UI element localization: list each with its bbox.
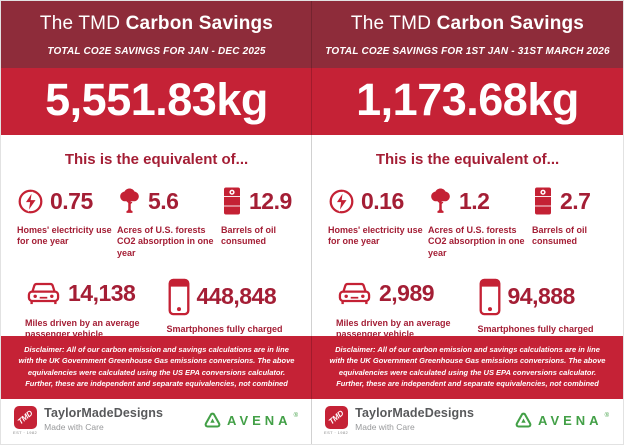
stat-value: 12.9 xyxy=(249,187,292,214)
tmd-logo-icon: TMD xyxy=(13,406,37,430)
stat-label: Barrels of oil consumed xyxy=(532,225,588,247)
tmd-logo-text: TMD xyxy=(326,408,346,427)
tmd-logo-wrap: TMD EST · 1982 xyxy=(13,406,37,435)
car-icon xyxy=(336,280,373,307)
brand-name: TaylorMadeDesigns xyxy=(44,406,164,421)
stat-label: Smartphones fully charged xyxy=(477,323,594,334)
avena-trademark: ® xyxy=(604,413,609,420)
equivalents-section: This is the equivalent of... 0.75 Homes'… xyxy=(1,135,312,336)
stat-label: Barrels of oil consumed xyxy=(221,225,277,247)
total-savings-band: 5,551.83kg xyxy=(1,67,312,136)
disclaimer-text: Disclaimer: All of our carbon emission a… xyxy=(1,335,312,400)
stat-value: 94,888 xyxy=(507,283,576,310)
smartphone-icon xyxy=(167,278,191,316)
smartphone-icon xyxy=(478,278,502,316)
stat-label: Acres of U.S. forests CO2 absorption in … xyxy=(428,225,525,258)
recycle-triangle-icon xyxy=(203,411,222,430)
page-title: The TMD Carbon Savings xyxy=(320,13,615,35)
stat-value: 0.16 xyxy=(361,187,404,214)
brand-text: TaylorMadeDesigns Made with Care xyxy=(44,406,163,432)
tmd-logo-text: TMD xyxy=(15,408,35,427)
disclaimer-text: Disclaimer: All of our carbon emission a… xyxy=(312,335,623,400)
stat-value: 5.6 xyxy=(148,187,179,214)
stat-label: Miles driven by an average passenger veh… xyxy=(25,317,140,336)
brand-text: TaylorMadeDesigns Made with Care xyxy=(355,406,474,432)
car-icon xyxy=(25,280,62,307)
stat-value: 14,138 xyxy=(68,280,136,307)
savings-period-subtitle: TOTAL CO2E SAVINGS FOR 1ST JAN - 31ST MA… xyxy=(325,45,610,57)
tree-icon xyxy=(117,187,142,216)
tmd-est-caption: EST · 1982 xyxy=(13,430,38,436)
stats-row-2: 2,989 Miles driven by an average passeng… xyxy=(328,275,623,336)
stat-label: Homes' electricity use for one year xyxy=(17,225,112,247)
avena-wordmark: AVENA xyxy=(227,413,292,429)
avena-logo: AVENA ® xyxy=(514,411,609,430)
stat-value: 2.7 xyxy=(560,187,591,214)
stats-row-1: 0.75 Homes' electricity use for one year… xyxy=(17,182,312,259)
avena-logo: AVENA ® xyxy=(203,411,298,430)
panel-footer: TMD EST · 1982 TaylorMadeDesigns Made wi… xyxy=(1,399,312,444)
total-savings-value: 5,551.83kg xyxy=(45,73,268,125)
title-bold: Carbon Savings xyxy=(125,13,274,34)
electricity-icon xyxy=(328,188,355,215)
stat-label: Miles driven by an average passenger veh… xyxy=(336,317,451,336)
tmd-brand: TMD EST · 1982 TaylorMadeDesigns Made wi… xyxy=(13,406,163,435)
savings-period-subtitle: TOTAL CO2E SAVINGS FOR JAN - DEC 2025 xyxy=(47,45,266,57)
title-regular: The TMD xyxy=(39,13,121,34)
panel-right: The TMD Carbon Savings TOTAL CO2E SAVING… xyxy=(312,1,623,444)
stat-smartphones-charged: 94,888 Smartphones fully charged xyxy=(478,275,624,336)
panel-left: The TMD Carbon Savings TOTAL CO2E SAVING… xyxy=(1,1,312,444)
equivalents-heading: This is the equivalent of... xyxy=(375,151,560,169)
stats-row-2: 14,138 Miles driven by an average passen… xyxy=(17,275,312,336)
stat-value: 1.2 xyxy=(459,187,490,214)
stat-homes-electricity: 0.75 Homes' electricity use for one year xyxy=(17,182,117,259)
oil-barrel-icon xyxy=(532,186,554,216)
panel-header: The TMD Carbon Savings TOTAL CO2E SAVING… xyxy=(312,1,623,68)
tmd-logo-icon: TMD xyxy=(324,406,348,430)
avena-trademark: ® xyxy=(293,413,298,420)
total-savings-value: 1,173.68kg xyxy=(356,73,579,125)
stat-label: Smartphones fully charged xyxy=(166,323,283,334)
recycle-triangle-icon xyxy=(514,411,533,430)
stat-forest-acres: 5.6 Acres of U.S. forests CO2 absorption… xyxy=(117,182,221,259)
tmd-est-caption: EST · 1982 xyxy=(324,430,349,436)
stat-value: 2,989 xyxy=(379,280,435,307)
stat-label: Acres of U.S. forests CO2 absorption in … xyxy=(117,225,214,258)
stat-miles-driven: 14,138 Miles driven by an average passen… xyxy=(25,275,167,336)
title-regular: The TMD xyxy=(350,13,432,34)
stat-value: 448,848 xyxy=(196,283,277,310)
total-savings-band: 1,173.68kg xyxy=(312,67,623,136)
stats-row-1: 0.16 Homes' electricity use for one year… xyxy=(328,182,623,259)
stat-label: Homes' electricity use for one year xyxy=(328,225,423,247)
tree-icon xyxy=(428,187,453,216)
avena-wordmark: AVENA xyxy=(538,413,603,429)
panel-footer: TMD EST · 1982 TaylorMadeDesigns Made wi… xyxy=(312,399,623,444)
electricity-icon xyxy=(17,188,44,215)
oil-barrel-icon xyxy=(221,186,243,216)
panel-header: The TMD Carbon Savings TOTAL CO2E SAVING… xyxy=(1,1,312,68)
title-bold: Carbon Savings xyxy=(436,13,585,34)
tmd-brand: TMD EST · 1982 TaylorMadeDesigns Made wi… xyxy=(324,406,474,435)
page-title: The TMD Carbon Savings xyxy=(9,13,304,35)
stat-smartphones-charged: 448,848 Smartphones fully charged xyxy=(167,275,313,336)
stat-oil-barrels: 12.9 Barrels of oil consumed xyxy=(221,182,309,259)
stat-value: 0.75 xyxy=(50,187,93,214)
brand-tagline: Made with Care xyxy=(355,422,415,433)
stat-homes-electricity: 0.16 Homes' electricity use for one year xyxy=(328,182,428,259)
brand-name: TaylorMadeDesigns xyxy=(355,406,475,421)
equivalents-section: This is the equivalent of... 0.16 Homes'… xyxy=(312,135,623,336)
brand-tagline: Made with Care xyxy=(44,422,104,433)
stat-forest-acres: 1.2 Acres of U.S. forests CO2 absorption… xyxy=(428,182,532,259)
stat-oil-barrels: 2.7 Barrels of oil consumed xyxy=(532,182,620,259)
tmd-logo-wrap: TMD EST · 1982 xyxy=(324,406,348,435)
equivalents-heading: This is the equivalent of... xyxy=(64,151,249,169)
stat-miles-driven: 2,989 Miles driven by an average passeng… xyxy=(336,275,478,336)
